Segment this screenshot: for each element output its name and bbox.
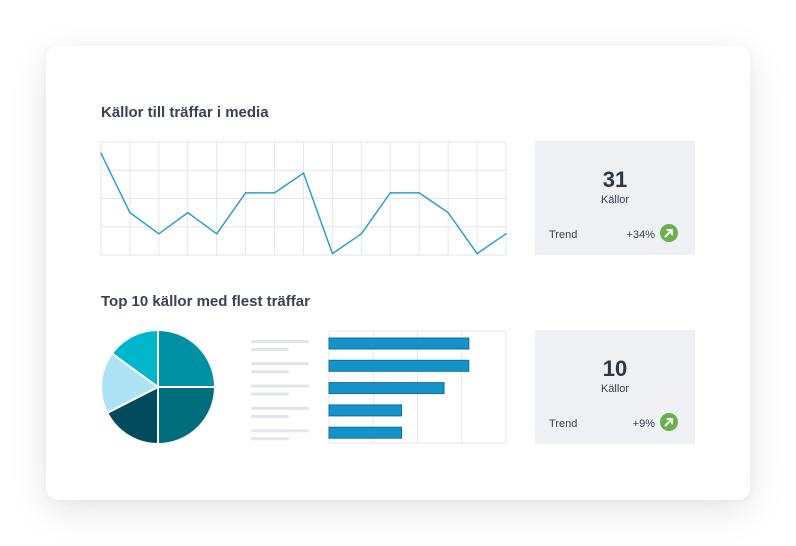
legend-placeholder-lines xyxy=(251,340,309,441)
stat-card-sources: 31 Källor Trend +34% xyxy=(535,141,695,255)
placeholder-line-short xyxy=(251,370,289,374)
placeholder-line-long xyxy=(251,429,309,433)
stat-card-top-sources: 10 Källor Trend +9% xyxy=(535,330,695,444)
pie-slice xyxy=(105,385,159,445)
trend-value: +9% xyxy=(632,418,655,430)
arrow-up-right-icon xyxy=(660,413,678,431)
section-title-top-sources: Top 10 källor med flest träffar xyxy=(101,293,310,310)
dashboard-card: Källor till träffar i media 31 Källor Tr… xyxy=(46,46,750,500)
bar xyxy=(328,359,470,372)
trend-label: Trend xyxy=(549,418,578,430)
line-point xyxy=(505,233,507,235)
line-point xyxy=(273,192,276,194)
pie-chart xyxy=(100,329,216,445)
line-point xyxy=(158,233,160,235)
placeholder-line-long xyxy=(251,384,309,388)
placeholder-line-short xyxy=(251,414,289,418)
bar xyxy=(328,404,403,417)
bar xyxy=(328,382,445,395)
line-point xyxy=(418,192,421,194)
placeholder-line-long xyxy=(251,362,309,366)
placeholder-line-long xyxy=(251,406,309,410)
bar xyxy=(328,426,403,439)
placeholder-line-short xyxy=(251,392,289,396)
stat-value: 10 xyxy=(602,356,628,381)
section-title-media-sources: Källor till träffar i media xyxy=(101,104,269,121)
line-point xyxy=(302,172,305,174)
bar-chart xyxy=(328,330,507,444)
line-point xyxy=(447,211,449,214)
line-point xyxy=(186,211,189,214)
line-point xyxy=(360,233,363,235)
stat-label: Källor xyxy=(600,383,630,395)
stat-value: 31 xyxy=(602,167,628,192)
bar xyxy=(328,337,470,350)
line-point xyxy=(100,152,102,155)
line-point xyxy=(215,233,218,235)
trend-label: Trend xyxy=(549,229,578,241)
line-point xyxy=(331,252,334,255)
stat-label: Källor xyxy=(600,194,630,206)
line-point xyxy=(129,211,131,214)
placeholder-line-short xyxy=(251,348,289,351)
line-point xyxy=(476,252,478,255)
pie-slice xyxy=(157,386,216,445)
line-chart xyxy=(100,141,507,256)
placeholder-line-long xyxy=(251,340,309,343)
pie-slice xyxy=(100,352,160,415)
arrow-up-right-icon xyxy=(660,224,678,242)
pie-slice xyxy=(110,329,159,389)
line-point xyxy=(244,192,247,194)
trend-value: +34% xyxy=(626,229,655,241)
pie-slice xyxy=(157,329,216,388)
placeholder-line-short xyxy=(251,437,289,441)
line-point xyxy=(389,192,392,194)
